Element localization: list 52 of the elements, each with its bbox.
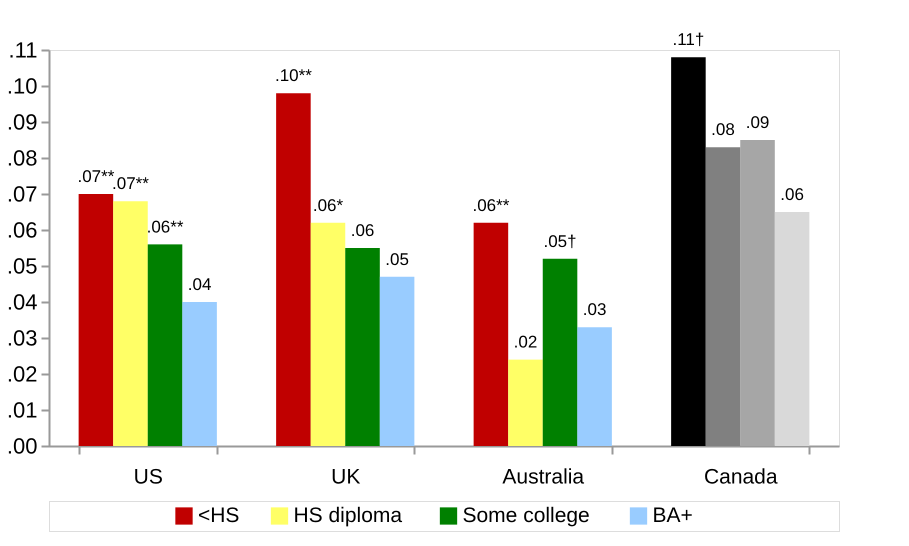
y-tick-label: .07 xyxy=(6,182,38,206)
y-tick-label: .09 xyxy=(6,110,38,134)
data-label: .05 xyxy=(385,250,409,269)
bar xyxy=(310,222,346,446)
legend-label: Some college xyxy=(462,504,590,527)
y-tick-label: .00 xyxy=(6,434,38,458)
y-tick-label: .10 xyxy=(6,74,38,98)
y-tick-label: .06 xyxy=(6,218,38,242)
bar xyxy=(740,140,775,446)
bar xyxy=(671,57,706,446)
bar xyxy=(474,222,508,446)
y-tick-label: .02 xyxy=(6,362,38,386)
y-tick-label: .04 xyxy=(6,290,38,314)
x-tick-label: Canada xyxy=(704,466,778,488)
bar xyxy=(276,93,311,446)
data-label: .02 xyxy=(514,332,538,352)
bar xyxy=(148,244,182,446)
y-tick-label: .05 xyxy=(6,254,38,278)
data-label: .03 xyxy=(582,300,606,320)
y-tick-label: .01 xyxy=(6,398,38,422)
x-tick-label: Australia xyxy=(502,466,584,488)
data-label: .05† xyxy=(543,232,577,251)
x-tick-label: US xyxy=(134,466,163,488)
x-tick-label: UK xyxy=(331,466,360,488)
data-label: .09 xyxy=(746,113,770,132)
data-label: .06 xyxy=(350,221,374,240)
bar xyxy=(113,201,148,446)
bar xyxy=(774,212,810,446)
data-label: .11† xyxy=(672,30,704,50)
bar xyxy=(345,248,380,446)
data-label: .06* xyxy=(312,196,344,215)
data-label: .07** xyxy=(77,167,115,186)
legend-label: BA+ xyxy=(652,504,693,527)
legend-label: HS diploma xyxy=(294,504,402,527)
data-label: .04 xyxy=(188,275,212,294)
legend-label: <HS xyxy=(198,504,240,527)
data-label: .06 xyxy=(780,185,804,204)
data-label: .06** xyxy=(472,196,510,215)
y-tick-label: .03 xyxy=(6,326,38,350)
bar xyxy=(508,360,543,446)
data-label: .07** xyxy=(112,174,150,194)
bar xyxy=(577,327,612,446)
data-label: .06** xyxy=(146,217,184,236)
bar xyxy=(706,147,740,446)
y-tick-label: .08 xyxy=(6,146,38,170)
bar xyxy=(380,276,414,446)
bar xyxy=(78,194,114,446)
data-label: .08 xyxy=(711,120,735,140)
bar xyxy=(182,302,217,446)
y-tick-label: .11 xyxy=(8,38,38,62)
data-label: .10** xyxy=(274,66,312,86)
bar xyxy=(542,258,578,446)
